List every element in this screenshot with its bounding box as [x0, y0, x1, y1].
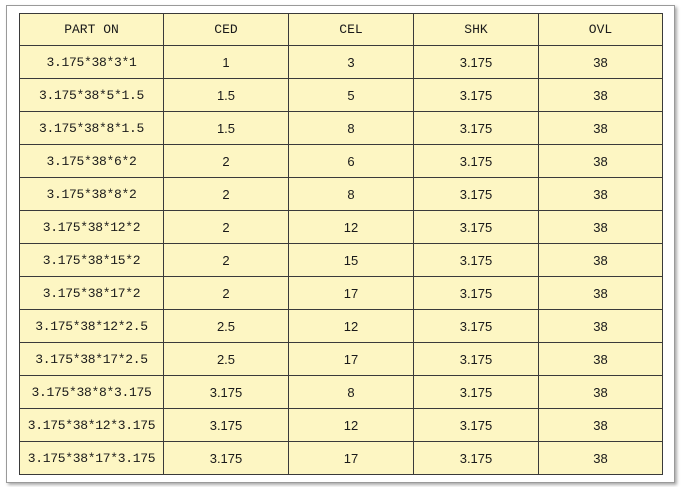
table-cell: 38 [538, 441, 663, 475]
table-cell: 12 [288, 408, 414, 442]
table-cell: 3.175 [413, 177, 539, 211]
header-cell: OVL [538, 13, 663, 46]
table-cell: 3 [288, 45, 414, 79]
table-cell: 38 [538, 375, 663, 409]
table-cell: 3.175 [413, 144, 539, 178]
table-row: 3.175*38*15*2 2 15 3.175 38 [19, 243, 663, 277]
table-cell: 3.175 [413, 408, 539, 442]
table-cell: 3.175*38*15*2 [19, 243, 164, 277]
table-cell: 3.175 [413, 309, 539, 343]
table-cell: 38 [538, 45, 663, 79]
table-row: 3.175*38*12*2 2 12 3.175 38 [19, 210, 663, 244]
header-cell: CED [163, 13, 289, 46]
table-cell: 3.175*38*3*1 [19, 45, 164, 79]
table-cell: 2.5 [163, 309, 289, 343]
table-cell: 2 [163, 243, 289, 277]
table-cell: 2 [163, 276, 289, 310]
spec-table: PART ON CED CEL SHK OVL 3.175*38*3*1 1 3 3.175 3… [19, 13, 663, 475]
table-cell: 3.175 [413, 441, 539, 475]
table-cell: 38 [538, 177, 663, 211]
table-cell: 15 [288, 243, 414, 277]
table-cell: 1 [163, 45, 289, 79]
table-cell: 3.175 [413, 375, 539, 409]
table-cell: 17 [288, 441, 414, 475]
table-cell: 3.175 [413, 243, 539, 277]
table-cell: 17 [288, 276, 414, 310]
table-cell: 3.175 [163, 441, 289, 475]
table-cell: 38 [538, 276, 663, 310]
header-row: PART ON CED CEL SHK OVL [19, 13, 663, 46]
table-row: 3.175*38*17*3.175 3.175 17 3.175 38 [19, 441, 663, 475]
table-cell: 38 [538, 342, 663, 376]
table-cell: 3.175*38*8*2 [19, 177, 164, 211]
table-cell: 6 [288, 144, 414, 178]
table-row: 3.175*38*5*1.5 1.5 5 3.175 38 [19, 78, 663, 112]
table-row: 3.175*38*6*2 2 6 3.175 38 [19, 144, 663, 178]
table-cell: 3.175 [413, 276, 539, 310]
table-cell: 5 [288, 78, 414, 112]
table-cell: 3.175*38*12*3.175 [19, 408, 164, 442]
table-cell: 3.175*38*12*2 [19, 210, 164, 244]
table-cell: 3.175*38*17*2 [19, 276, 164, 310]
table-cell: 8 [288, 177, 414, 211]
table-cell: 3.175*38*8*1.5 [19, 111, 164, 145]
table-cell: 38 [538, 243, 663, 277]
table-cell: 3.175 [163, 375, 289, 409]
table-cell: 3.175 [413, 210, 539, 244]
table-row: 3.175*38*8*2 2 8 3.175 38 [19, 177, 663, 211]
table-row: 3.175*38*17*2.5 2.5 17 3.175 38 [19, 342, 663, 376]
table-cell: 38 [538, 78, 663, 112]
table-row: 3.175*38*17*2 2 17 3.175 38 [19, 276, 663, 310]
table-cell: 8 [288, 375, 414, 409]
table-cell: 2 [163, 177, 289, 211]
table-cell: 3.175*38*6*2 [19, 144, 164, 178]
table-cell: 8 [288, 111, 414, 145]
table-cell: 38 [538, 111, 663, 145]
table-row: 3.175*38*12*3.175 3.175 12 3.175 38 [19, 408, 663, 442]
table-cell: 2 [163, 210, 289, 244]
table-cell: 3.175*38*8*3.175 [19, 375, 164, 409]
table-row: 3.175*38*8*1.5 1.5 8 3.175 38 [19, 111, 663, 145]
header-cell: SHK [413, 13, 539, 46]
table-cell: 12 [288, 309, 414, 343]
table-cell: 3.175 [413, 111, 539, 145]
header-cell: PART ON [19, 13, 164, 46]
table-body: 3.175*38*3*1 1 3 3.175 38 3.175*38*5*1.5 1.5 5 3… [19, 45, 663, 475]
table-cell: 3.175*38*12*2.5 [19, 309, 164, 343]
table-cell: 3.175*38*5*1.5 [19, 78, 164, 112]
table-cell: 38 [538, 210, 663, 244]
table-cell: 1.5 [163, 111, 289, 145]
table-cell: 38 [538, 309, 663, 343]
table-cell: 38 [538, 408, 663, 442]
table-header: PART ON CED CEL SHK OVL [19, 13, 663, 46]
table-cell: 12 [288, 210, 414, 244]
table-row: 3.175*38*12*2.5 2.5 12 3.175 38 [19, 309, 663, 343]
table-cell: 2 [163, 144, 289, 178]
table-cell: 38 [538, 144, 663, 178]
table-cell: 2.5 [163, 342, 289, 376]
table-cell: 3.175 [413, 78, 539, 112]
table-row: 3.175*38*8*3.175 3.175 8 3.175 38 [19, 375, 663, 409]
table-cell: 3.175*38*17*2.5 [19, 342, 164, 376]
table-cell: 17 [288, 342, 414, 376]
table-cell: 3.175*38*17*3.175 [19, 441, 164, 475]
table-row: 3.175*38*3*1 1 3 3.175 38 [19, 45, 663, 79]
table-cell: 3.175 [413, 342, 539, 376]
table-cell: 3.175 [163, 408, 289, 442]
table-cell: 3.175 [413, 45, 539, 79]
table-cell: 1.5 [163, 78, 289, 112]
header-cell: CEL [288, 13, 414, 46]
